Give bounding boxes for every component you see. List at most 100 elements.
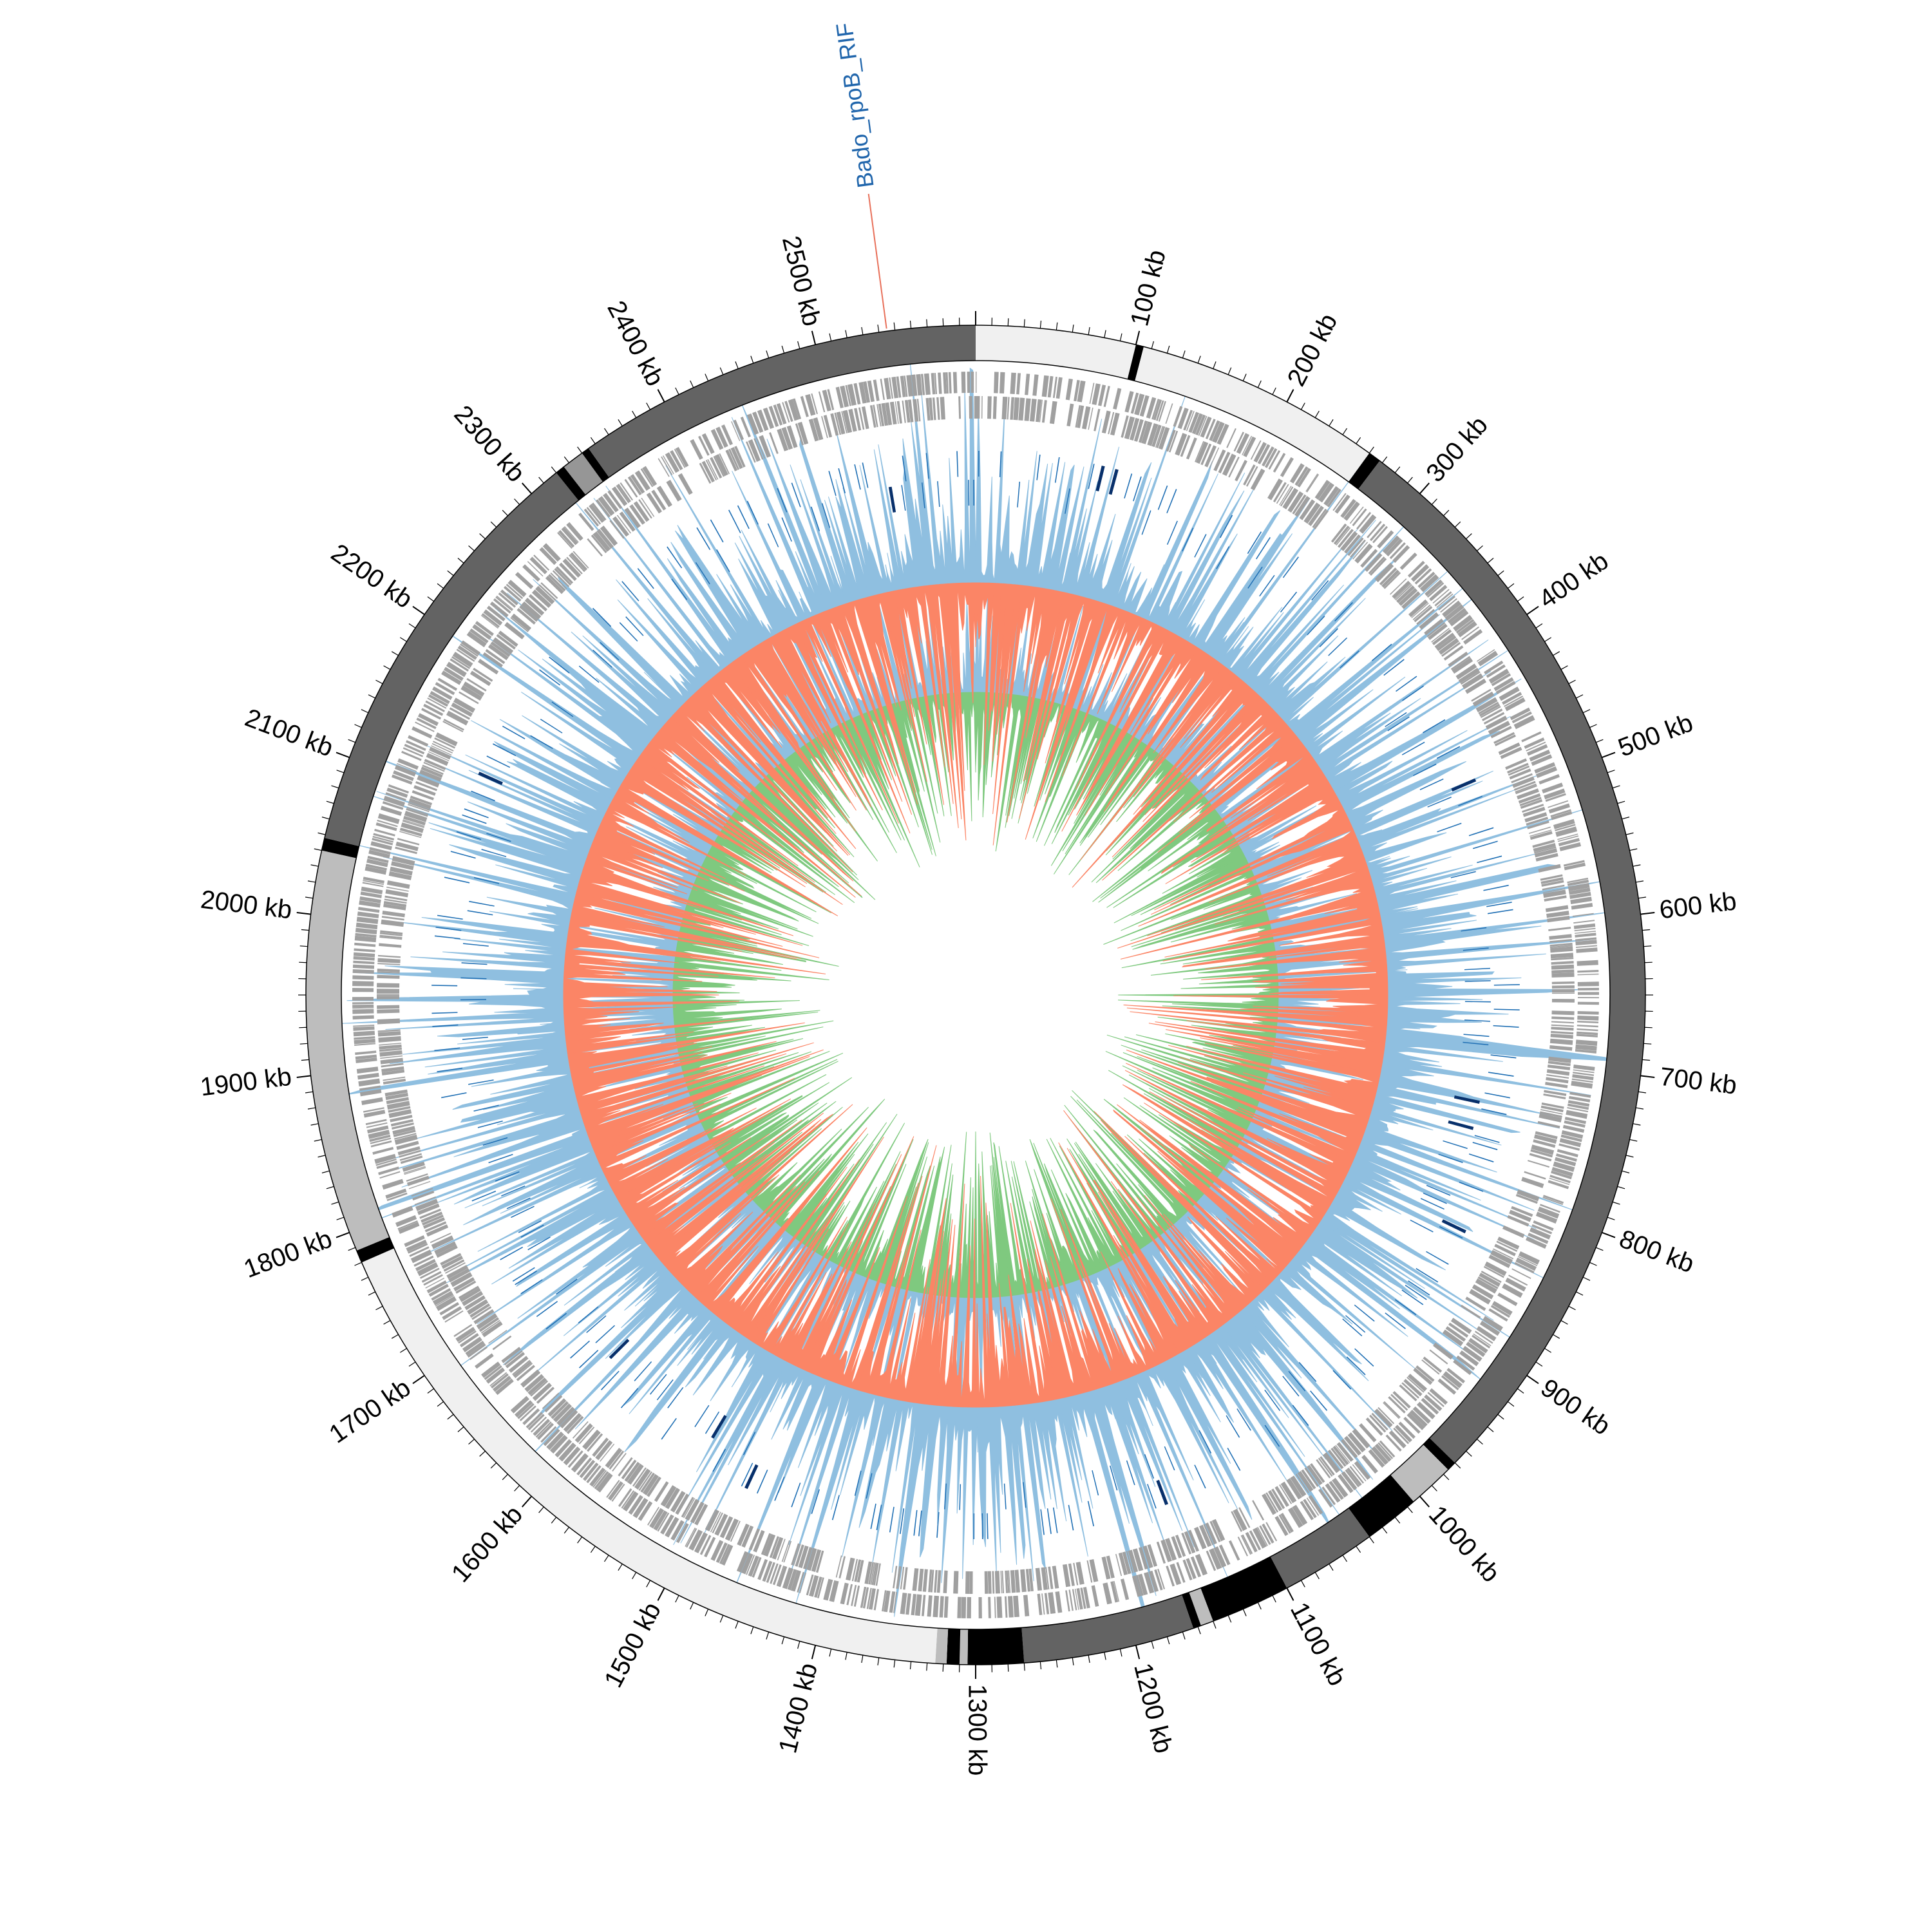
cds-block: [397, 758, 419, 770]
minor-tick: [1329, 1564, 1334, 1571]
cds-block: [606, 1480, 620, 1498]
contig-segment: [967, 1627, 1025, 1665]
minor-tick: [1166, 1636, 1170, 1645]
cds-block: [1211, 421, 1225, 443]
feature-mark: [656, 1379, 674, 1401]
feature-mark: [1182, 527, 1194, 552]
feature-mark: [1413, 763, 1437, 777]
cds-block: [1383, 572, 1401, 589]
cds-block: [1374, 1408, 1393, 1428]
cds-block: [1147, 423, 1159, 446]
cds-block: [873, 1589, 879, 1611]
feature-mark: [1438, 1153, 1463, 1164]
contig-segment: [306, 850, 390, 1251]
cds-block: [352, 969, 374, 974]
feature-mark: [431, 1012, 458, 1014]
cds-block: [1278, 1514, 1291, 1534]
cds-block: [483, 609, 503, 626]
cds-block: [1412, 604, 1431, 621]
cds-block: [1434, 632, 1455, 649]
cds-block: [1497, 1236, 1520, 1250]
feature-mark: [1396, 676, 1417, 692]
cds-block: [842, 410, 853, 433]
feature-mark: [1216, 546, 1230, 569]
cds-block: [893, 1566, 898, 1589]
cds-block: [806, 1574, 814, 1596]
minor-tick: [479, 533, 486, 540]
cds-block: [611, 486, 628, 506]
cds-block: [1569, 1095, 1591, 1103]
major-tick: [336, 752, 350, 759]
feature-mark: [1052, 1507, 1058, 1533]
cds-block: [478, 659, 499, 675]
feature-mark: [838, 468, 846, 494]
contig-segment: [976, 325, 1136, 379]
cds-block: [1252, 1500, 1265, 1521]
cds-block: [675, 446, 689, 468]
tick-label: 1300 kb: [963, 1684, 991, 1776]
cds-block: [699, 1535, 712, 1555]
cds-block: [385, 1188, 407, 1199]
minor-tick: [354, 1262, 362, 1266]
cds-block: [1505, 1277, 1526, 1292]
highlight-gene-marker: Bado_rpoB_RIF: [831, 21, 887, 329]
cds-block: [558, 530, 575, 548]
cds-block: [354, 935, 377, 943]
cds-block: [1343, 501, 1360, 521]
major-tick: [1526, 605, 1539, 616]
cds-block: [1573, 920, 1595, 924]
major-tick: [811, 1645, 817, 1660]
feature-mark: [1493, 984, 1520, 986]
cds-block: [1262, 446, 1274, 467]
cds-block: [1344, 534, 1361, 554]
feature-mark: [435, 927, 462, 931]
cds-block: [1471, 688, 1492, 702]
cds-block: [1514, 1262, 1535, 1274]
cds-block: [885, 402, 893, 426]
minor-tick: [305, 1091, 314, 1094]
cds-block: [394, 1134, 418, 1145]
cds-block: [1138, 1573, 1148, 1596]
cds-block: [1156, 1541, 1166, 1564]
cds-block: [1399, 552, 1417, 571]
resistance-feature-track: [431, 451, 1520, 1539]
feature-mark: [705, 1411, 720, 1434]
cds-block: [443, 1259, 465, 1272]
cds-block: [486, 605, 506, 621]
cds-block: [1008, 1570, 1011, 1593]
cds-block: [1297, 1471, 1314, 1492]
cds-block: [1413, 1367, 1433, 1385]
cds-block: [728, 448, 740, 470]
feature-mark: [527, 1236, 551, 1251]
cds-block: [1374, 1443, 1392, 1462]
cds-block: [354, 948, 375, 952]
feature-mark: [1095, 465, 1105, 492]
cds-block: [439, 1302, 459, 1316]
minor-tick: [307, 1107, 316, 1110]
feature-mark: [481, 849, 507, 857]
cds-block: [443, 667, 464, 681]
cds-block: [1429, 1388, 1448, 1405]
cds-block: [466, 631, 487, 648]
feature-mark: [493, 743, 516, 757]
cds-block: [1488, 1255, 1511, 1269]
tick-label: 1000 kb: [1423, 1501, 1505, 1588]
cds-block: [1336, 527, 1351, 546]
feature-mark: [831, 1495, 840, 1520]
cds-block: [1569, 1092, 1591, 1098]
cds-block: [423, 703, 444, 716]
minor-tick: [603, 428, 609, 435]
cds-block: [757, 1558, 768, 1580]
cds-block: [714, 454, 728, 477]
cds-block: [795, 423, 804, 446]
minor-tick: [361, 1276, 369, 1281]
cds-block: [379, 1171, 401, 1179]
contig-segment: [1021, 1595, 1194, 1663]
cds-block: [450, 658, 469, 672]
cds-block: [1010, 372, 1016, 394]
cds-block: [1551, 999, 1575, 1003]
feature-mark: [536, 1301, 558, 1318]
cds-block: [1558, 1143, 1580, 1151]
cds-block: [611, 1483, 625, 1502]
cds-block: [1341, 1439, 1358, 1459]
